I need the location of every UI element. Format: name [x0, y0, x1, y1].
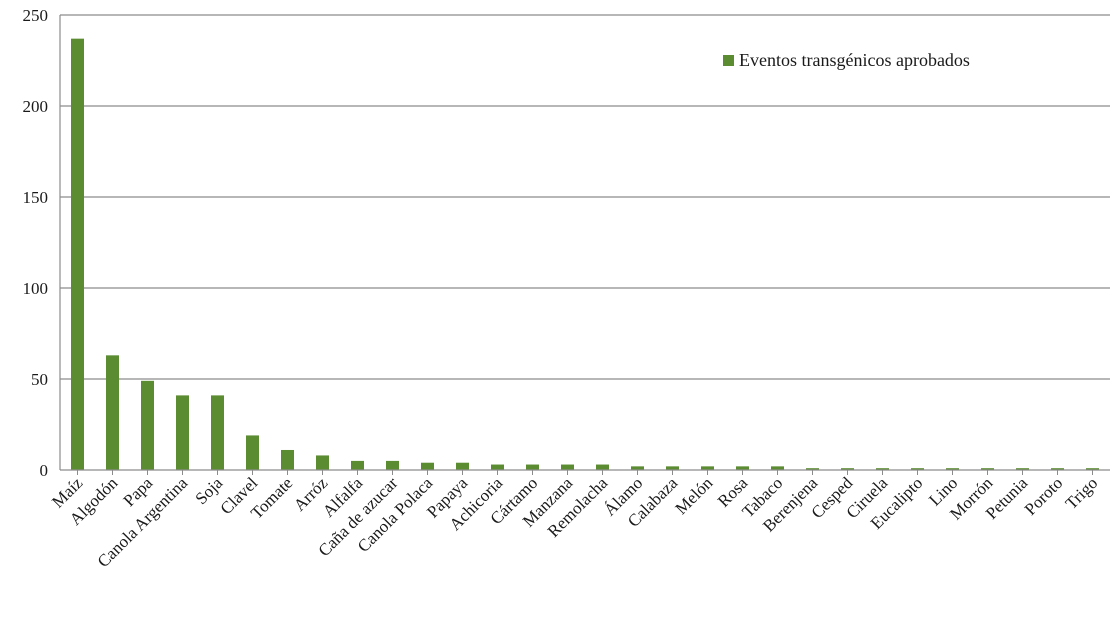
axes: [59, 15, 1110, 475]
bar: [211, 395, 224, 470]
y-tick-label: 250: [23, 6, 49, 25]
bars: [71, 38, 1099, 470]
bar: [841, 468, 854, 470]
bar: [666, 466, 679, 470]
bar: [351, 460, 364, 470]
bar: [806, 468, 819, 470]
bar: [1016, 468, 1029, 470]
bar: [246, 435, 259, 470]
bar: [526, 464, 539, 470]
bar: [981, 468, 994, 470]
bar: [281, 449, 294, 470]
bar: [491, 464, 504, 470]
bar: [106, 355, 119, 470]
y-tick-label: 50: [31, 370, 48, 389]
bar: [386, 460, 399, 470]
bar: [911, 468, 924, 470]
bar: [561, 464, 574, 470]
y-tick-label: 150: [23, 188, 49, 207]
y-tick-label: 0: [40, 461, 49, 480]
bar: [771, 466, 784, 470]
bar: [701, 466, 714, 470]
bar: [736, 466, 749, 470]
bar: [456, 462, 469, 470]
legend: Eventos transgénicos aprobados: [723, 50, 970, 70]
x-category-label: Poroto: [1021, 473, 1066, 518]
legend-label: Eventos transgénicos aprobados: [739, 50, 970, 70]
bar: [421, 462, 434, 470]
bar: [176, 395, 189, 470]
y-tick-label: 100: [23, 279, 49, 298]
bar: [631, 466, 644, 470]
bar: [1086, 468, 1099, 470]
bar: [71, 38, 84, 470]
legend-swatch: [723, 55, 734, 66]
bar: [316, 455, 329, 470]
y-tick-labels: 0 50 100 150 200 250: [23, 6, 49, 480]
bar: [596, 464, 609, 470]
x-category-label: Trigo: [1062, 473, 1102, 513]
bar: [1051, 468, 1064, 470]
bar: [946, 468, 959, 470]
y-tick-label: 200: [23, 97, 49, 116]
bar: [141, 380, 154, 470]
gridlines: [60, 14, 1110, 380]
x-category-label: Melón: [672, 473, 717, 518]
bar: [876, 468, 889, 470]
